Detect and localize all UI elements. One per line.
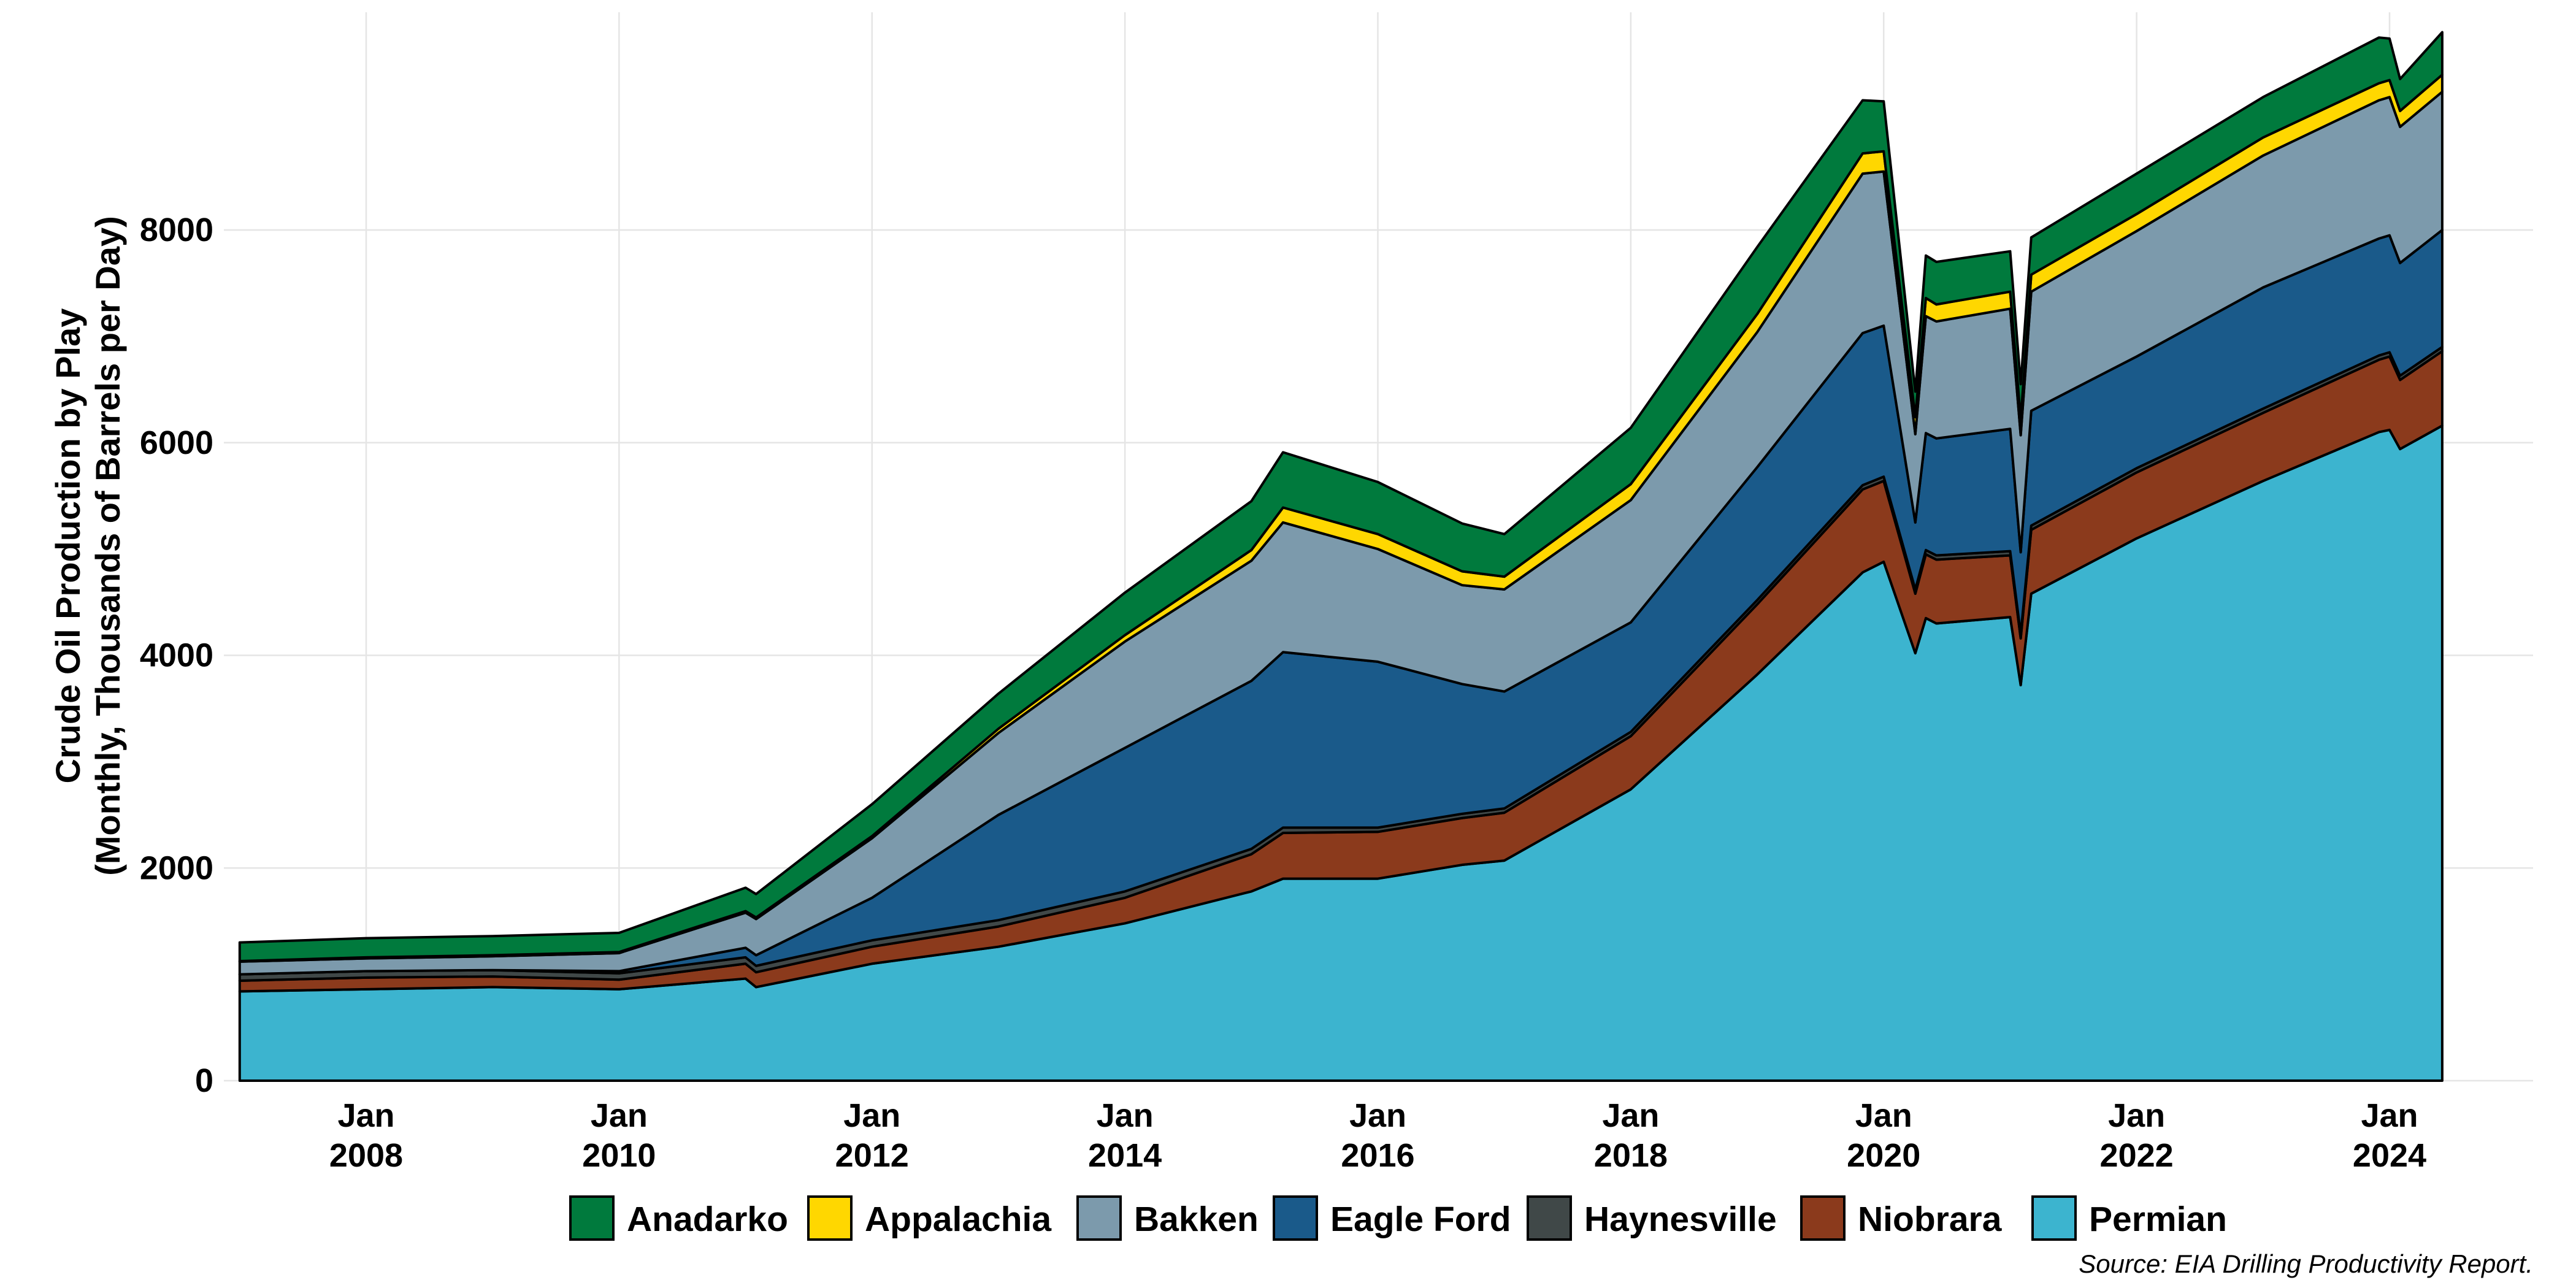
- legend: Anadarko Appalachia Bakken Eagle Ford Haynes…: [569, 1195, 2227, 1241]
- legend-label: Niobrara: [1858, 1200, 2003, 1239]
- x-tick-label: 2020: [1847, 1137, 1920, 1174]
- y-axis-title: Crude Oil Production by Play (Monthly, Th…: [48, 216, 127, 876]
- legend-swatch: [1273, 1195, 1318, 1241]
- y-axis-title-line-2: (Monthly, Thousands of Barrels per Day): [88, 216, 127, 876]
- y-tick-label: 4000: [140, 637, 213, 674]
- x-tick-label: Jan: [2361, 1097, 2418, 1134]
- x-tick-label: Jan: [2108, 1097, 2165, 1134]
- legend-swatch: [1527, 1195, 1572, 1241]
- legend-item-appalachia: Appalachia: [807, 1195, 1052, 1241]
- x-tick-label: 2016: [1341, 1137, 1414, 1174]
- x-tick-label: 2022: [2100, 1137, 2174, 1174]
- area-anadarko: [238, 31, 2444, 962]
- x-tick-label: 2024: [2353, 1137, 2426, 1174]
- legend-swatch: [1800, 1195, 1846, 1241]
- legend-swatch: [569, 1195, 615, 1241]
- x-tick-label: Jan: [1602, 1097, 1659, 1134]
- legend-swatch: [807, 1195, 853, 1241]
- legend-item-permian: Permian: [2031, 1195, 2227, 1241]
- x-tick-label: 2008: [329, 1137, 403, 1174]
- area-layer: [238, 31, 2444, 1082]
- y-tick-label: 2000: [140, 849, 213, 886]
- legend-item-haynesville: Haynesville: [1527, 1195, 1777, 1241]
- x-tick-label: 2014: [1088, 1137, 1162, 1174]
- y-tick-label: 6000: [140, 424, 213, 461]
- legend-label: Anadarko: [627, 1200, 788, 1239]
- y-tick-label: 8000: [140, 212, 213, 248]
- legend-swatch: [2031, 1195, 2077, 1241]
- x-tick-label: Jan: [1097, 1097, 1154, 1134]
- x-tick-label: 2010: [582, 1137, 656, 1174]
- legend-item-eagle-ford: Eagle Ford: [1273, 1195, 1511, 1241]
- x-tick-label: Jan: [1349, 1097, 1406, 1134]
- legend-label: Haynesville: [1584, 1200, 1777, 1239]
- legend-item-anadarko: Anadarko: [569, 1195, 788, 1241]
- y-axis-title-line-1: Crude Oil Production by Play: [48, 309, 87, 784]
- legend-label: Eagle Ford: [1330, 1200, 1511, 1239]
- x-tick-label: Jan: [337, 1097, 394, 1134]
- legend-item-niobrara: Niobrara: [1800, 1195, 2003, 1241]
- legend-label: Bakken: [1134, 1200, 1259, 1239]
- axis-layer: 02000400060008000Jan2008Jan2010Jan2012Ja…: [140, 212, 2426, 1174]
- legend-swatch: [1076, 1195, 1122, 1241]
- x-tick-label: Jan: [591, 1097, 648, 1134]
- legend-label: Permian: [2089, 1200, 2227, 1239]
- legend-item-bakken: Bakken: [1076, 1195, 1259, 1241]
- legend-label: Appalachia: [865, 1200, 1052, 1239]
- source-note: Source: EIA Drilling Productivity Report…: [2079, 1249, 2533, 1278]
- x-tick-label: Jan: [1855, 1097, 1912, 1134]
- x-tick-label: 2018: [1594, 1137, 1668, 1174]
- x-tick-label: 2012: [835, 1137, 909, 1174]
- y-tick-label: 0: [195, 1062, 213, 1099]
- x-tick-label: Jan: [843, 1097, 900, 1134]
